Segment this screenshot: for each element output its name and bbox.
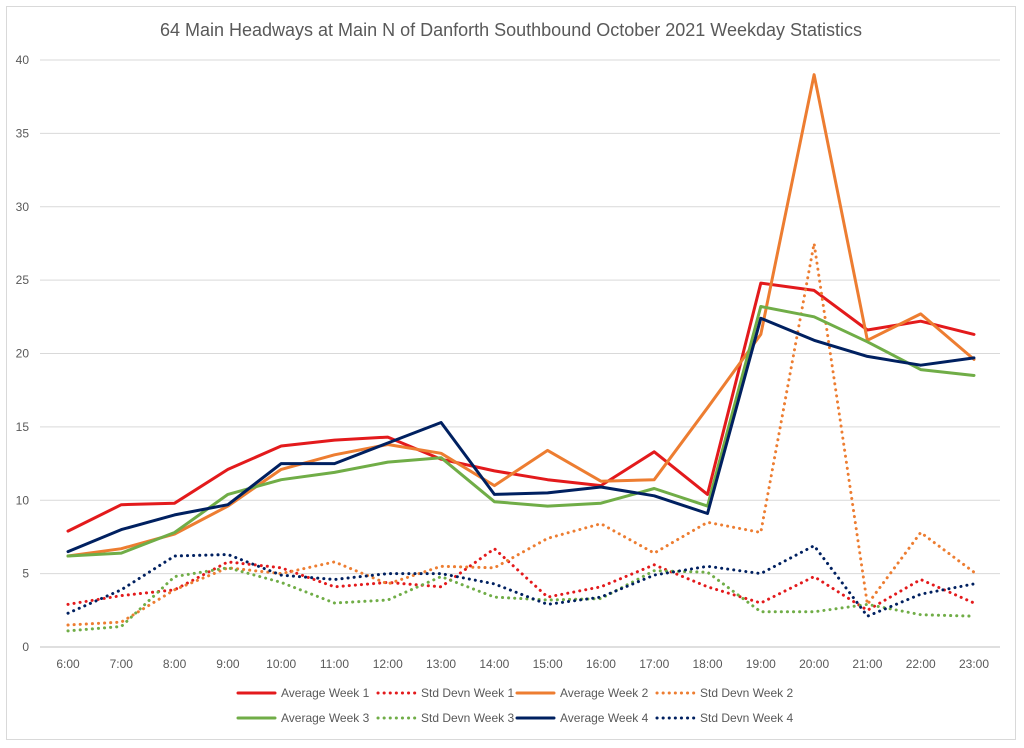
legend-label: Std Devn Week 1 [421,686,514,700]
series-line-average-week-3 [66,305,976,558]
legend-item-std-devn-week-2: Std Devn Week 2 [655,686,793,700]
x-tick-label: 7:00 [110,657,134,671]
y-tick-label: 40 [16,53,30,67]
x-tick-label: 17:00 [639,657,669,671]
legend-label: Average Week 1 [281,686,370,700]
y-tick-label: 0 [22,640,29,654]
legend-label: Std Devn Week 3 [421,711,514,725]
series-line-average-week-1 [66,281,976,533]
x-tick-label: 22:00 [906,657,936,671]
series-line-std-devn-week-3 [66,566,976,633]
y-tick-label: 30 [16,200,30,214]
x-tick-label: 13:00 [426,657,456,671]
legend-item-std-devn-week-4: Std Devn Week 4 [655,711,793,725]
legend-item-average-week-1: Average Week 1 [236,686,370,700]
chart-frame [6,6,1016,740]
x-tick-label: 19:00 [746,657,776,671]
series-line-average-week-4 [66,316,976,554]
x-tick-label: 11:00 [320,657,349,671]
y-tick-label: 20 [16,347,30,361]
series-line-std-devn-week-4 [66,544,976,618]
series-layer [66,73,976,633]
legend-label: Std Devn Week 4 [700,711,793,725]
x-tick-label: 15:00 [533,657,563,671]
legend-item-average-week-3: Average Week 3 [236,711,370,725]
legend-item-average-week-4: Average Week 4 [515,711,649,725]
legend: Average Week 1 Std Devn Week 1 Average Wee… [236,686,793,725]
series-line-average-week-2 [66,73,976,558]
chart-title: 64 Main Headways at Main N of Danforth S… [160,20,862,40]
x-tick-label: 23:00 [959,657,989,671]
series-line-std-devn-week-2 [66,241,976,627]
x-tick-label: 8:00 [163,657,187,671]
x-tick-label: 16:00 [586,657,616,671]
y-tick-label: 5 [22,567,29,581]
x-tick-label: 10:00 [266,657,296,671]
y-tick-label: 35 [16,126,30,140]
series-line-std-devn-week-1 [66,547,976,612]
x-tick-label: 12:00 [373,657,403,671]
axis-layer: 0 5 10 15 20 25 30 35 40 6:00 7:00 8:00 9:00 10:00 11:… [16,53,990,671]
x-tick-label: 18:00 [693,657,723,671]
x-tick-label: 21:00 [852,657,882,671]
legend-label: Average Week 3 [281,711,370,725]
legend-label: Average Week 2 [560,686,649,700]
x-tick-label: 6:00 [56,657,80,671]
x-tick-label: 9:00 [216,657,240,671]
legend-item-std-devn-week-3: Std Devn Week 3 [376,711,514,725]
x-tick-label: 20:00 [799,657,829,671]
legend-item-std-devn-week-1: Std Devn Week 1 [376,686,514,700]
y-tick-label: 15 [16,420,30,434]
y-tick-label: 10 [16,493,30,507]
y-tick-label: 25 [16,273,30,287]
legend-label: Average Week 4 [560,711,649,725]
legend-label: Std Devn Week 2 [700,686,793,700]
x-tick-label: 14:00 [479,657,509,671]
legend-item-average-week-2: Average Week 2 [515,686,649,700]
